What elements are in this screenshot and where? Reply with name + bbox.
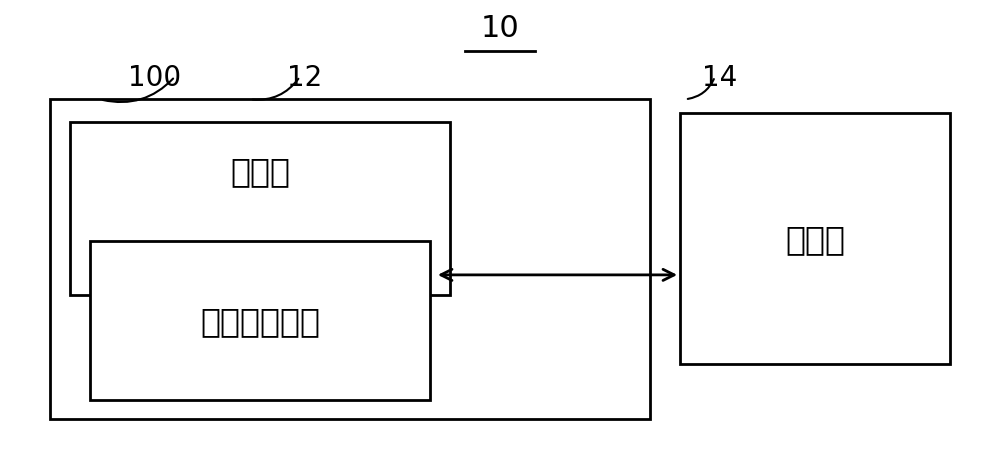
Text: 处理器: 处理器 xyxy=(785,222,845,255)
FancyBboxPatch shape xyxy=(70,123,450,296)
Text: 10: 10 xyxy=(481,14,519,43)
Text: 14: 14 xyxy=(702,63,738,91)
FancyBboxPatch shape xyxy=(90,241,430,400)
Text: 100: 100 xyxy=(128,63,182,91)
FancyBboxPatch shape xyxy=(50,100,650,419)
Text: 参数确定装置: 参数确定装置 xyxy=(200,304,320,337)
Text: 存储器: 存储器 xyxy=(230,155,290,188)
Text: 12: 12 xyxy=(287,63,323,91)
FancyBboxPatch shape xyxy=(680,114,950,364)
